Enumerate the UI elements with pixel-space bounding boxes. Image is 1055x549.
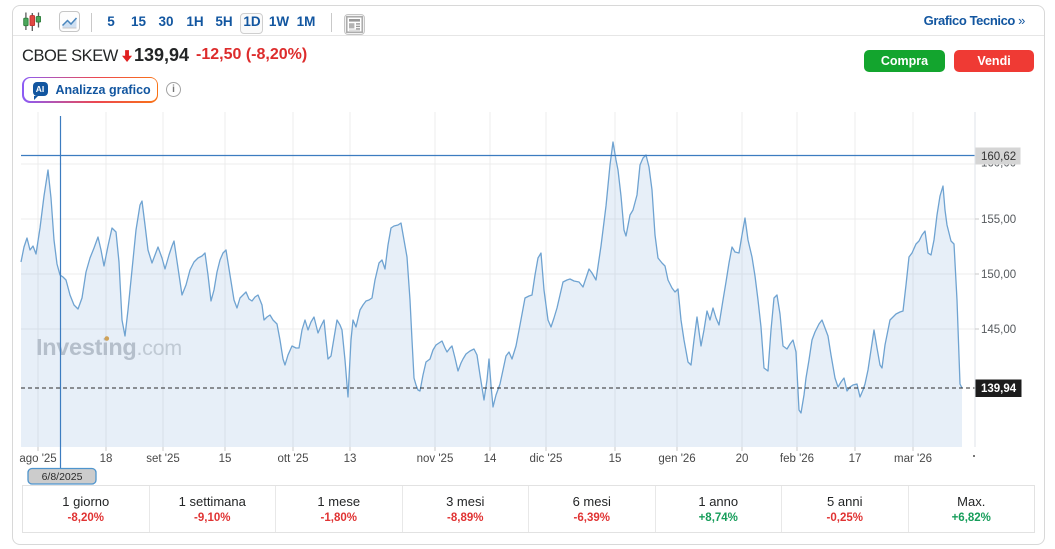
svg-text:gen '26: gen '26 bbox=[658, 453, 695, 465]
svg-text:18: 18 bbox=[100, 453, 113, 465]
svg-text:17: 17 bbox=[849, 453, 862, 465]
svg-text:139,94: 139,94 bbox=[981, 383, 1017, 395]
svg-text:145,00: 145,00 bbox=[981, 324, 1016, 336]
svg-text:155,00: 155,00 bbox=[981, 214, 1016, 226]
svg-text:mar '26: mar '26 bbox=[894, 453, 932, 465]
svg-text:ago '25: ago '25 bbox=[19, 453, 56, 465]
svg-text:6/8/2025: 6/8/2025 bbox=[42, 471, 83, 483]
svg-text:14: 14 bbox=[484, 453, 497, 465]
svg-text:dic '25: dic '25 bbox=[530, 453, 563, 465]
svg-text:13: 13 bbox=[344, 453, 357, 465]
svg-text:160,62: 160,62 bbox=[981, 151, 1016, 163]
svg-text:150,00: 150,00 bbox=[981, 269, 1016, 281]
svg-text:ott '25: ott '25 bbox=[278, 453, 309, 465]
svg-text:nov '25: nov '25 bbox=[417, 453, 454, 465]
svg-text:20: 20 bbox=[736, 453, 749, 465]
svg-text:feb '26: feb '26 bbox=[780, 453, 814, 465]
svg-text:set '25: set '25 bbox=[146, 453, 180, 465]
svg-text:15: 15 bbox=[609, 453, 622, 465]
svg-text:15: 15 bbox=[219, 453, 232, 465]
